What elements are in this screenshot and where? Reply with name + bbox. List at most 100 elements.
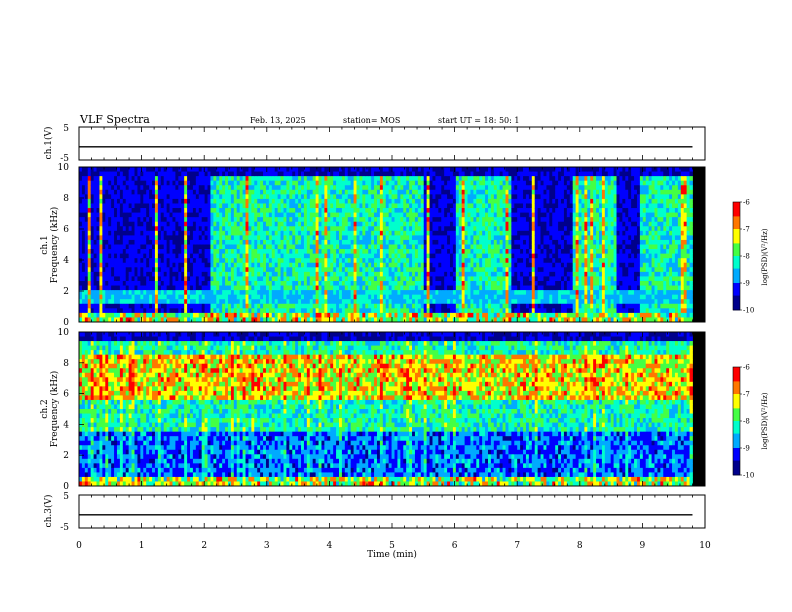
spectrogram-cell	[382, 285, 387, 291]
spectrogram-cell	[359, 194, 363, 200]
spectrogram-cell	[476, 262, 480, 268]
spectrogram-cell	[84, 230, 89, 236]
spectrogram-cell	[473, 312, 477, 318]
spectrogram-cell	[149, 167, 153, 172]
spectrogram-cell	[292, 230, 296, 236]
spectrogram-cell	[368, 217, 372, 223]
spectrogram-cell	[225, 217, 229, 223]
spectrogram-cell	[496, 180, 501, 186]
spectrogram-cell	[111, 226, 115, 232]
spectrogram-cell	[470, 239, 474, 245]
spectrogram-cell	[233, 262, 238, 268]
spectrogram-cell	[219, 258, 223, 264]
spectrogram-cell	[414, 203, 419, 209]
spectrogram-cell	[493, 267, 498, 273]
spectrogram-cell	[438, 221, 442, 227]
spectrogram-cell	[309, 230, 314, 236]
spectrogram-cell	[137, 290, 141, 296]
spectrogram-cell	[93, 303, 97, 309]
spectrogram-cell	[324, 280, 328, 286]
spectrogram-cell	[248, 308, 252, 314]
spectrogram-cell	[385, 285, 390, 291]
spectrogram-cell	[149, 176, 153, 182]
spectrogram-cell	[412, 303, 416, 309]
spectrogram-cell	[362, 308, 366, 314]
spectrogram-cell	[134, 285, 138, 291]
spectrogram-cell	[482, 299, 486, 305]
spectrogram-cell	[476, 249, 480, 255]
spectrogram-cell	[406, 299, 410, 305]
spectrogram-cell	[201, 308, 206, 314]
spectrogram-cell	[163, 230, 168, 236]
spectrogram-cell	[154, 239, 159, 245]
spectrogram-cell	[216, 226, 220, 232]
spectrogram-cell	[409, 198, 413, 204]
spectrogram-cell	[274, 239, 279, 245]
spectrogram-cell	[245, 285, 249, 291]
spectrogram-cell	[257, 212, 261, 218]
spectrogram-cell	[321, 303, 325, 309]
spectrogram-cell	[368, 267, 372, 273]
spectrogram-cell	[160, 271, 165, 277]
spectrogram-cell	[274, 276, 279, 282]
spectrogram-cell	[452, 185, 457, 191]
spectrogram-cell	[365, 249, 369, 255]
spectrogram-cell	[265, 285, 270, 291]
spectrogram-cell	[394, 235, 398, 241]
spectrogram-cell	[105, 271, 109, 277]
spectrogram-cell	[227, 317, 232, 323]
spectrogram-cell	[376, 258, 381, 264]
spectrogram-cell	[157, 280, 162, 286]
spectrogram-cell	[172, 276, 176, 282]
spectrogram-cell	[417, 267, 422, 273]
spectrogram-cell	[207, 249, 211, 255]
spectrogram-cell	[458, 212, 463, 218]
spectrogram-cell	[347, 189, 352, 195]
spectrogram-cell	[295, 244, 299, 250]
spectrogram-cell	[116, 230, 121, 236]
spectrogram-cell	[84, 208, 89, 213]
spectrogram-cell	[210, 299, 214, 305]
spectrogram-cell	[301, 217, 305, 223]
spectrogram-cell	[414, 171, 419, 177]
spectrogram-cell	[339, 276, 343, 282]
spectrogram-cell	[435, 185, 439, 191]
spectrogram-cell	[353, 253, 357, 259]
spectrogram-cell	[149, 239, 153, 245]
spectrogram-cell	[391, 294, 395, 300]
spectrogram-cell	[292, 185, 296, 191]
spectrogram-cell	[108, 303, 112, 309]
spectrogram-cell	[301, 271, 305, 277]
spectrogram-cell	[242, 185, 246, 191]
spectrogram-cell	[108, 271, 112, 277]
spectrogram-cell	[417, 239, 422, 245]
spectrogram-cell	[222, 180, 226, 186]
spectrogram-cell	[216, 308, 220, 314]
spectrogram-cell	[152, 194, 156, 200]
spectrogram-cell	[140, 208, 144, 213]
spectrogram-cell	[298, 176, 302, 182]
spectrogram-cell	[207, 317, 211, 323]
spectrogram-cell	[359, 249, 363, 255]
spectrogram-cell	[242, 290, 246, 296]
spectrogram-cell	[330, 203, 334, 209]
spectrogram-cell	[464, 303, 468, 309]
spectrogram-cell	[315, 239, 319, 245]
spectrogram-cell	[406, 235, 410, 241]
spectrogram-cell	[289, 303, 293, 309]
spectrogram-cell	[301, 317, 305, 323]
spectrogram-cell	[157, 244, 162, 250]
spectrogram-cell	[257, 176, 261, 182]
spectrogram-cell	[397, 221, 401, 227]
spectrogram-cell	[260, 208, 264, 213]
spectrogram-cell	[79, 271, 83, 277]
spectrogram-cell	[295, 299, 299, 305]
spectrogram-cell	[245, 185, 249, 191]
spectrogram-cell	[406, 185, 410, 191]
spectrogram-cell	[438, 280, 442, 286]
spectrogram-cell	[198, 203, 203, 209]
spectrogram-cell	[341, 226, 346, 232]
spectrogram-cell	[192, 317, 197, 323]
spectrogram-cell	[435, 217, 439, 223]
spectrogram-cell	[251, 312, 255, 318]
